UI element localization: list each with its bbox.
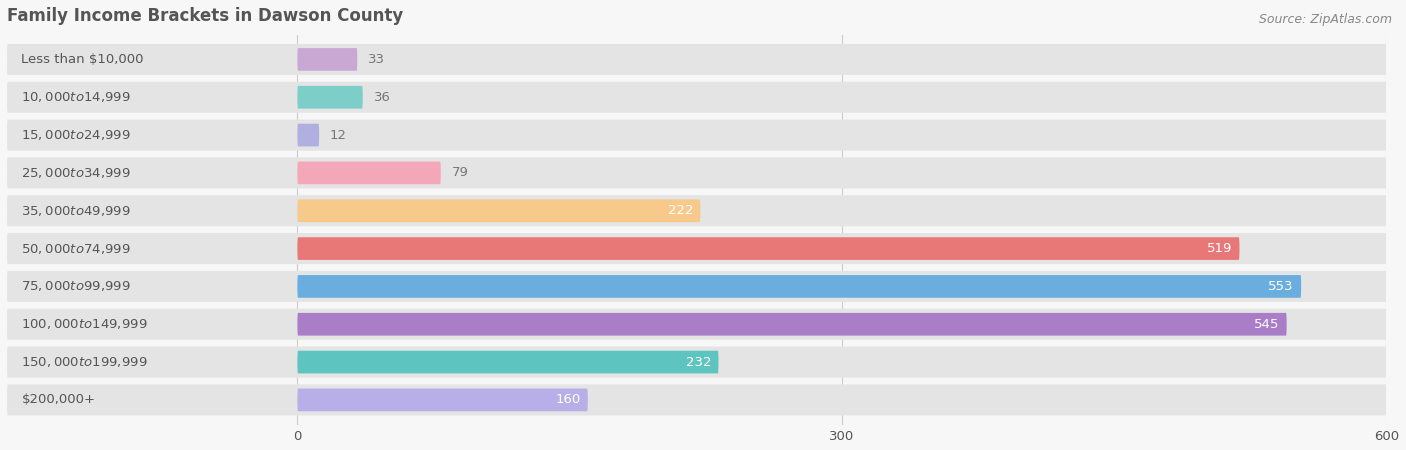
Text: 79: 79	[451, 166, 468, 180]
Text: $15,000 to $24,999: $15,000 to $24,999	[21, 128, 131, 142]
FancyBboxPatch shape	[7, 120, 1386, 151]
FancyBboxPatch shape	[7, 309, 1386, 340]
Text: $100,000 to $149,999: $100,000 to $149,999	[21, 317, 148, 331]
FancyBboxPatch shape	[7, 44, 1386, 75]
FancyBboxPatch shape	[7, 271, 1386, 302]
FancyBboxPatch shape	[298, 351, 718, 374]
FancyBboxPatch shape	[298, 237, 1240, 260]
Text: 160: 160	[555, 393, 581, 406]
FancyBboxPatch shape	[298, 199, 700, 222]
Text: 545: 545	[1254, 318, 1279, 331]
Text: 232: 232	[686, 356, 711, 369]
Text: 36: 36	[374, 91, 391, 104]
FancyBboxPatch shape	[298, 124, 319, 146]
Text: 12: 12	[330, 129, 347, 142]
FancyBboxPatch shape	[7, 346, 1386, 378]
FancyBboxPatch shape	[298, 48, 357, 71]
Text: $200,000+: $200,000+	[21, 393, 96, 406]
FancyBboxPatch shape	[7, 195, 1386, 226]
FancyBboxPatch shape	[7, 158, 1386, 189]
FancyBboxPatch shape	[298, 86, 363, 108]
FancyBboxPatch shape	[7, 384, 1386, 415]
Text: $25,000 to $34,999: $25,000 to $34,999	[21, 166, 131, 180]
Text: Family Income Brackets in Dawson County: Family Income Brackets in Dawson County	[7, 7, 404, 25]
FancyBboxPatch shape	[7, 233, 1386, 264]
FancyBboxPatch shape	[298, 313, 1286, 336]
Text: $150,000 to $199,999: $150,000 to $199,999	[21, 355, 148, 369]
Text: $50,000 to $74,999: $50,000 to $74,999	[21, 242, 131, 256]
Text: 222: 222	[668, 204, 693, 217]
FancyBboxPatch shape	[7, 82, 1386, 113]
Text: Source: ZipAtlas.com: Source: ZipAtlas.com	[1258, 14, 1392, 27]
FancyBboxPatch shape	[298, 162, 440, 184]
Text: 33: 33	[368, 53, 385, 66]
Text: Less than $10,000: Less than $10,000	[21, 53, 143, 66]
Text: 519: 519	[1206, 242, 1232, 255]
Text: $35,000 to $49,999: $35,000 to $49,999	[21, 204, 131, 218]
FancyBboxPatch shape	[298, 388, 588, 411]
FancyBboxPatch shape	[298, 275, 1301, 298]
Text: $10,000 to $14,999: $10,000 to $14,999	[21, 90, 131, 104]
Text: 553: 553	[1268, 280, 1294, 293]
Text: $75,000 to $99,999: $75,000 to $99,999	[21, 279, 131, 293]
